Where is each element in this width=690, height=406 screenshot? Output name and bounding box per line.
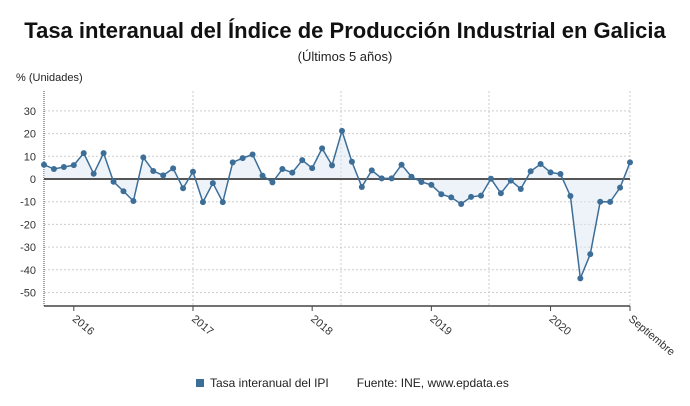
data-point	[319, 145, 326, 152]
y-tick-label: -30	[20, 242, 36, 254]
data-point	[80, 150, 87, 157]
data-point	[617, 184, 624, 191]
data-point	[90, 170, 97, 177]
data-point	[199, 199, 206, 206]
data-point	[448, 194, 455, 201]
data-point	[438, 191, 445, 198]
chart-subtitle: (Últimos 5 años)	[297, 49, 393, 64]
data-point	[338, 127, 345, 134]
data-point	[398, 161, 405, 168]
legend-series-label: Tasa interanual del IPI	[210, 376, 329, 390]
data-point	[378, 175, 385, 182]
data-point	[180, 185, 187, 192]
data-point	[70, 162, 77, 169]
y-tick-label: 20	[24, 129, 36, 141]
chart-title: Tasa interanual del Índice de Producción…	[24, 18, 666, 43]
data-point	[597, 198, 604, 205]
data-point	[388, 175, 395, 182]
data-point	[527, 168, 534, 175]
x-tick-label: Septiembre	[626, 313, 677, 358]
data-point	[41, 161, 47, 168]
x-tick-label: 2018	[308, 313, 334, 338]
data-point	[259, 172, 266, 179]
data-point	[150, 168, 157, 175]
data-point	[418, 178, 425, 185]
y-tick-label: 30	[24, 106, 36, 118]
data-point	[537, 161, 544, 168]
data-point	[329, 162, 336, 169]
data-point	[557, 171, 564, 178]
data-point	[358, 183, 365, 190]
data-point	[507, 177, 514, 184]
x-tick-label: 2020	[547, 313, 573, 338]
data-point	[130, 198, 137, 205]
data-point	[478, 192, 485, 199]
source-text: Fuente: INE, www.epdata.es	[356, 376, 509, 390]
data-point	[587, 251, 594, 258]
data-point	[239, 155, 246, 162]
data-point	[219, 199, 226, 206]
data-point	[497, 190, 504, 197]
data-point	[249, 151, 256, 158]
series-area	[44, 130, 630, 279]
data-point	[458, 200, 465, 207]
data-point	[170, 165, 177, 172]
data-point	[487, 175, 494, 182]
data-point	[110, 178, 117, 185]
data-point	[468, 193, 475, 200]
data-point	[279, 166, 286, 173]
data-point	[428, 181, 435, 188]
legend-swatch	[196, 379, 204, 387]
data-point	[160, 172, 167, 179]
data-point	[189, 168, 196, 175]
legend: Tasa interanual del IPI Fuente: INE, www…	[196, 376, 509, 390]
x-tick-label: 2016	[70, 313, 96, 338]
data-point	[289, 169, 296, 176]
y-tick-label: 10	[24, 151, 36, 163]
data-point	[567, 193, 574, 200]
data-point	[60, 163, 67, 170]
data-point	[627, 159, 633, 166]
data-point	[348, 158, 355, 165]
data-point	[547, 169, 554, 176]
x-tick-label: 2019	[427, 313, 453, 338]
y-tick-label: -10	[20, 197, 36, 209]
data-point	[299, 157, 306, 164]
y-axis-label: % (Unidades)	[16, 72, 83, 84]
y-tick-label: -40	[20, 265, 36, 277]
data-point	[309, 165, 316, 172]
y-tick-label: -20	[20, 219, 36, 231]
x-tick-label: 2017	[189, 313, 215, 338]
data-point	[140, 154, 147, 161]
data-point	[577, 275, 584, 282]
data-point	[229, 159, 236, 166]
data-point	[120, 188, 127, 195]
data-point	[517, 185, 524, 192]
data-point	[50, 166, 57, 173]
data-point	[408, 173, 415, 180]
data-point	[607, 198, 614, 205]
data-point	[269, 179, 276, 186]
data-point	[368, 167, 375, 174]
y-tick-label: 0	[30, 174, 36, 186]
data-point	[209, 180, 216, 187]
y-tick-label: -50	[20, 288, 36, 300]
data-point	[100, 150, 107, 157]
